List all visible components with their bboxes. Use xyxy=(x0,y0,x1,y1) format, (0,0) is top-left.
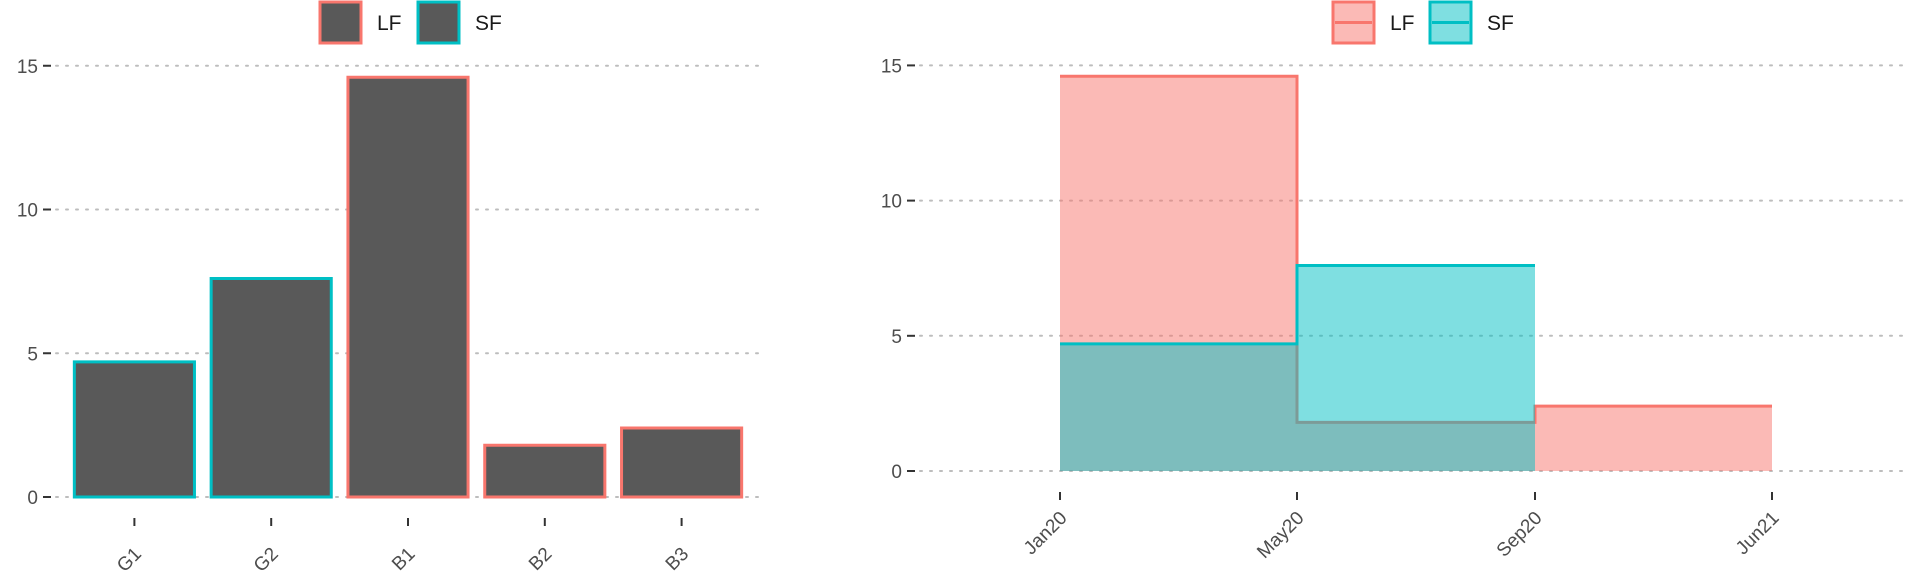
bar-legend-key-SF xyxy=(416,0,461,45)
area-xtick-label-May20: May20 xyxy=(1253,508,1308,563)
bar-ytick-label-5: 5 xyxy=(27,344,38,365)
area-legend-label-LF: LF xyxy=(1390,12,1415,35)
bar-G2 xyxy=(209,277,333,499)
bar-ytick-label-0: 0 xyxy=(27,488,38,509)
bar-ytick-label-15: 15 xyxy=(17,57,38,78)
area-fill-SF xyxy=(1060,265,1535,471)
area-ytick-label-0: 0 xyxy=(891,462,902,483)
area-line-SF xyxy=(1060,264,1535,346)
bar-xtick-label-B1: B1 xyxy=(388,544,419,575)
bar-legend-key-LF xyxy=(318,0,363,45)
area-ytick-label-5: 5 xyxy=(891,327,902,348)
bar-xtick-label-B2: B2 xyxy=(525,544,556,575)
bar-B2 xyxy=(483,443,607,499)
area-ytick-label-10: 10 xyxy=(881,192,902,213)
bar-B3 xyxy=(620,426,744,499)
area-ytick-label-15: 15 xyxy=(881,56,902,77)
area-xtick-label-Jun21: Jun21 xyxy=(1732,508,1783,559)
bar-legend-label-LF: LF xyxy=(377,12,402,35)
bar-xtick-label-G1: G1 xyxy=(113,544,146,576)
bar-xtick-label-B3: B3 xyxy=(662,544,693,575)
bar-legend-label-SF: SF xyxy=(475,12,502,35)
area-xtick-label-Sep20: Sep20 xyxy=(1493,508,1547,562)
area-legend-label-SF: SF xyxy=(1487,12,1514,35)
bar-ytick-label-10: 10 xyxy=(17,201,38,222)
bar-B1 xyxy=(346,75,470,499)
bar-xtick-label-G2: G2 xyxy=(250,544,283,576)
bar-G1 xyxy=(72,360,196,499)
area-xtick-label-Jan20: Jan20 xyxy=(1020,508,1071,559)
